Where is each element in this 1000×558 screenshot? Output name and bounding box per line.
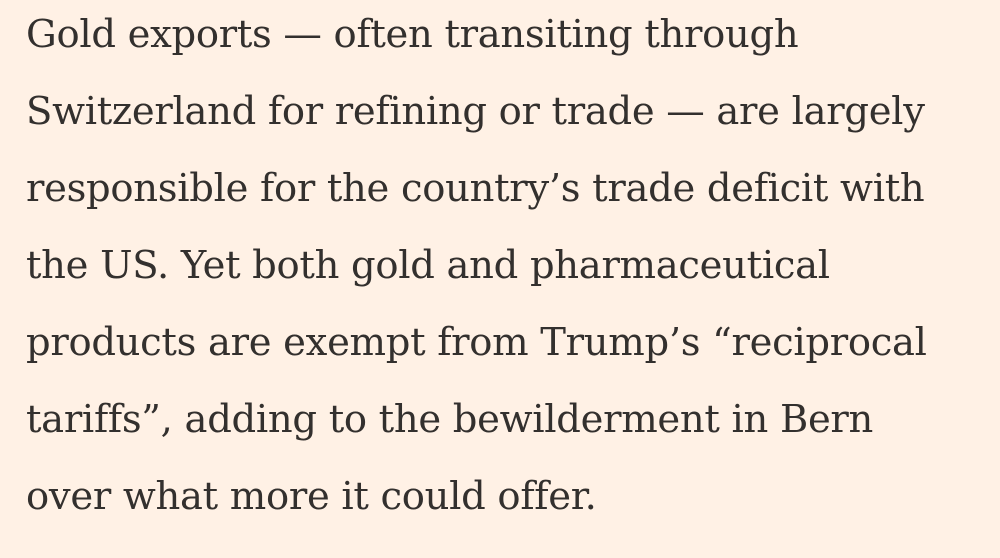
- paragraph-line: tariffs”, adding to the bewilderment in …: [26, 397, 874, 442]
- paragraph-line: over what more it could offer.: [26, 474, 597, 519]
- paragraph-line: products are exempt from Trump’s “recipr…: [26, 320, 927, 365]
- paragraph-line: Gold exports — often transiting through: [26, 12, 799, 57]
- paragraph-line: responsible for the country’s trade defi…: [26, 166, 925, 211]
- paragraph-line: the US. Yet both gold and pharmaceutical: [26, 243, 830, 288]
- article-body: Gold exports — often transiting through …: [26, 0, 986, 535]
- paragraph-line: Switzerland for refining or trade — are …: [26, 89, 925, 134]
- article-paragraph: Gold exports — often transiting through …: [26, 0, 986, 535]
